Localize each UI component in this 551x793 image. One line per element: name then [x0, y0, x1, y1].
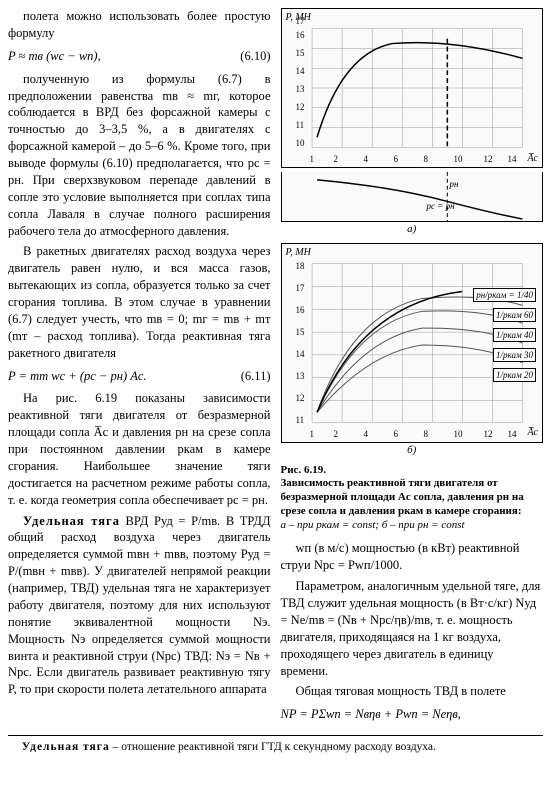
footnote-body: – отношение реактивной тяги ГТД к секунд…: [110, 741, 436, 753]
chart-a-svg: [282, 9, 543, 167]
chart-b-xlabel: A̅с: [527, 426, 538, 440]
xtick: 14: [508, 428, 517, 440]
para-p8: Общая тяговая мощность ТВД в полете: [281, 683, 544, 700]
equation-6-10: P ≈ mв (wс − wп), (6.10): [8, 48, 271, 65]
eq-number: (6.11): [241, 368, 271, 385]
ytick: 17: [296, 282, 305, 294]
xtick: 4: [364, 428, 369, 440]
figure-number: Рис. 6.19.: [281, 464, 326, 476]
footnote-term: Удельная тяга: [22, 741, 110, 753]
xtick: 6: [394, 428, 399, 440]
chart-b-annot: 1/pкам 40: [493, 328, 536, 342]
para-p5: Удельная тяга ВРД Pуд = P/mв. В ТРДД общ…: [8, 513, 271, 699]
xtick: 2: [334, 428, 339, 440]
xtick: 10: [454, 153, 463, 165]
chart-a: P, МН 10 11 12 13 14: [281, 8, 544, 168]
footnote: Удельная тяга – отношение реактивной тяг…: [8, 735, 543, 756]
term-udelnaya-tyaga: Удельная тяга: [23, 514, 120, 528]
para-p7: Параметром, аналогичным удельной тяге, д…: [281, 578, 544, 679]
equation-6-11: P = mт wс + (pс − pн) Aс. (6.11): [8, 368, 271, 385]
xtick: 12: [484, 153, 493, 165]
chart-a-letter: а): [281, 222, 544, 237]
eq-body: P ≈ mв (wс − wп),: [8, 48, 101, 65]
chart-a-mark: pн: [450, 178, 459, 190]
chart-a-lower-svg: [282, 172, 543, 221]
para-p2: полученную из формулы (6.7) в предположе…: [8, 71, 271, 240]
chart-b-svg: [282, 244, 543, 442]
xtick: 4: [364, 153, 369, 165]
chart-b-annot: 1/pкам 20: [493, 368, 536, 382]
ytick: 16: [296, 29, 305, 41]
ytick: 15: [296, 326, 305, 338]
xtick: 10: [454, 428, 463, 440]
xtick: 8: [424, 428, 429, 440]
ytick: 14: [296, 65, 305, 77]
ytick: 17: [296, 15, 305, 27]
xtick: 1: [310, 153, 315, 165]
chart-b-annot: 1/pкам 30: [493, 348, 536, 362]
chart-a-lower: pс = pн pн: [281, 172, 544, 222]
ytick: 10: [296, 137, 305, 149]
eq-body: P = mт wс + (pс − pн) Aс.: [8, 368, 147, 385]
ytick: 11: [296, 414, 305, 426]
ytick: 11: [296, 119, 305, 131]
para-p4: На рис. 6.19 показаны зависимости реакти…: [8, 390, 271, 508]
ytick: 18: [296, 260, 305, 272]
ytick: 15: [296, 47, 305, 59]
ytick: 12: [296, 392, 305, 404]
chart-b-letter: б): [281, 443, 544, 458]
para-p6: wп (в м/с) мощностью (в кВт) реактивной …: [281, 540, 544, 574]
para-p3: В ракетных двигателях расход воздуха чер…: [8, 243, 271, 361]
xtick: 8: [424, 153, 429, 165]
figure-caption-body: Зависимость реактивной тяги двигателя от…: [281, 477, 524, 517]
chart-a-mark: pс = pн: [427, 200, 455, 212]
equation-np: NP = PΣwп = Nвηв + Pwп = Nеηв,: [281, 706, 544, 723]
ytick: 12: [296, 101, 305, 113]
chart-a-xlabel: A̅с: [527, 152, 538, 166]
ytick: 13: [296, 83, 305, 95]
para-intro: полета можно использовать более простую …: [8, 8, 271, 42]
xtick: 1: [310, 428, 315, 440]
ytick: 14: [296, 348, 305, 360]
xtick: 6: [394, 153, 399, 165]
figure-caption: Рис. 6.19. Зависимость реактивной тяги д…: [281, 464, 544, 533]
ytick: 13: [296, 370, 305, 382]
chart-b: P, МН 11 12: [281, 243, 544, 443]
chart-b-annot: pн/pкам = 1/40: [473, 288, 536, 302]
chart-b-annot: 1/pкам 60: [493, 308, 536, 322]
xtick: 12: [484, 428, 493, 440]
xtick: 2: [334, 153, 339, 165]
para-p5-body: ВРД Pуд = P/mв. В ТРДД общий расход возд…: [8, 514, 271, 697]
xtick: 14: [508, 153, 517, 165]
ytick: 16: [296, 304, 305, 316]
figure-caption-note: a – при pкам = const; б – при pн = const: [281, 519, 465, 531]
eq-number: (6.10): [240, 48, 270, 65]
